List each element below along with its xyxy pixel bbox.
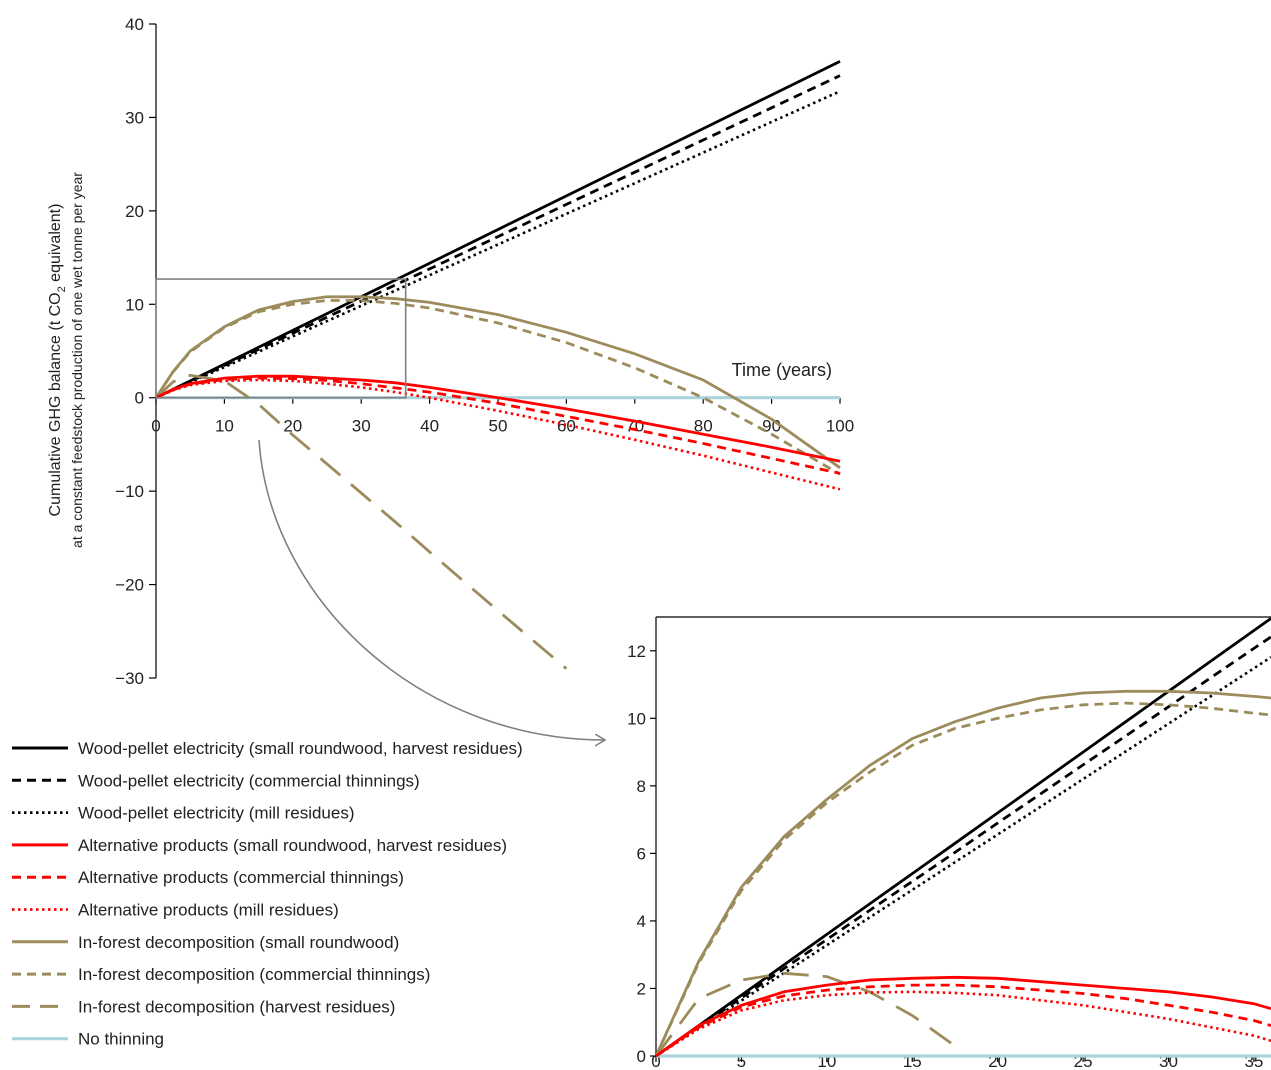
zoom-arrow (258, 439, 605, 740)
inset-series-group (656, 617, 1271, 1058)
legend-label: In-forest decomposition (small roundwood… (78, 933, 399, 952)
main-y-tick-label: 10 (125, 295, 144, 314)
y-axis-label-line2: at a constant feedstock production of on… (69, 172, 85, 548)
main-y-tick-label: −10 (115, 482, 144, 501)
inset-x-tick-label: 0 (651, 1052, 660, 1070)
x-axis-label: Time (years) (732, 360, 832, 380)
legend-label: No thinning (78, 1030, 164, 1049)
main-x-tick-label: 50 (489, 417, 508, 436)
inset-y-tick-label: 12 (627, 642, 646, 661)
zoom-box (155, 278, 407, 399)
main-y-tick-label: 40 (125, 15, 144, 34)
main-series-line (156, 376, 841, 475)
inset-series-line (656, 656, 1271, 1058)
inset-series-line (656, 701, 1271, 1057)
inset-y-tick-label: 2 (637, 979, 646, 998)
inset-series-line (656, 983, 1271, 1058)
legend-label: Wood-pellet electricity (small roundwood… (78, 739, 523, 758)
main-x-tick-label: 60 (557, 417, 576, 436)
main-x-tick-label: 100 (826, 417, 854, 436)
inset-series-line (656, 971, 956, 1057)
inset-y-tick-label: 8 (637, 777, 646, 796)
legend-label: Wood-pellet electricity (commercial thin… (78, 771, 420, 790)
inset-series-line (656, 975, 1271, 1058)
main-x-tick-label: 10 (215, 417, 234, 436)
main-x-tick-label: 80 (694, 417, 713, 436)
inset-y-tick-label: 6 (637, 844, 646, 863)
inset-y-tick-label: 10 (627, 709, 646, 728)
main-y-tick-label: −20 (115, 576, 144, 595)
legend-label: In-forest decomposition (commercial thin… (78, 965, 430, 984)
y-axis-label-end: equivalent) (47, 204, 64, 287)
legend-label: In-forest decomposition (harvest residue… (78, 997, 395, 1016)
main-y-tick-label: −30 (115, 669, 144, 688)
main-x-tick-label: 0 (151, 417, 160, 436)
y-axis-label: Cumulative GHG balance (t CO2 equivalent… (47, 204, 68, 517)
legend: Wood-pellet electricity (small roundwood… (12, 739, 523, 1049)
inset-y-tick-label: 0 (637, 1047, 646, 1066)
main-series-line (156, 60, 841, 399)
zoom-rectangle (155, 278, 407, 399)
main-y-tick-label: 0 (135, 389, 144, 408)
main-x-tick-label: 40 (420, 417, 439, 436)
inset-series-line (656, 617, 1271, 1058)
main-series-line (156, 90, 841, 399)
inset-x-tick-label: 5 (737, 1052, 746, 1070)
legend-label: Alternative products (mill residues) (78, 901, 339, 920)
inset-series-line (656, 689, 1271, 1057)
main-series-line (156, 74, 841, 399)
main-y-tick-label: 30 (125, 108, 144, 127)
y-axis-label-main: Cumulative GHG balance (t CO (47, 292, 64, 516)
y-axis-label-subscript: 2 (56, 286, 68, 292)
legend-label: Alternative products (small roundwood, h… (78, 836, 507, 855)
legend-label: Alternative products (commercial thinnin… (78, 868, 404, 887)
main-x-tick-label: 20 (283, 417, 302, 436)
main-y-tick-label: 20 (125, 202, 144, 221)
legend-label: Wood-pellet electricity (mill residues) (78, 804, 355, 823)
main-series-line (156, 299, 841, 476)
main-x-tick-label: 30 (352, 417, 371, 436)
main-series-line (156, 374, 841, 463)
inset-y-tick-label: 4 (637, 912, 646, 931)
